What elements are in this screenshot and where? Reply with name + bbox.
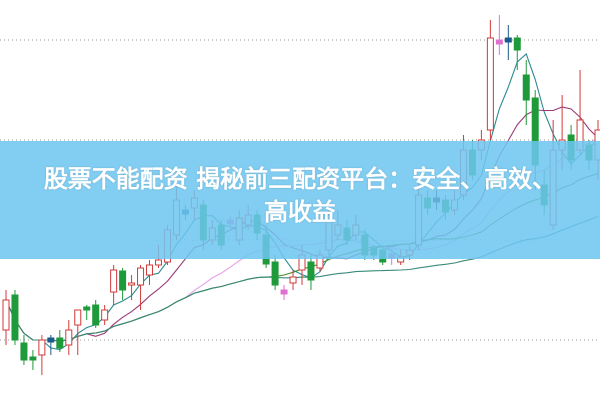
candle-up: [38, 339, 46, 356]
candle-down: [11, 294, 19, 341]
candle-down: [522, 74, 530, 101]
candle-up: [137, 267, 145, 286]
candle-down: [20, 342, 28, 361]
candle-down: [271, 261, 279, 286]
candle-down: [280, 289, 288, 295]
candle-down: [307, 261, 315, 281]
candle-up: [110, 269, 118, 293]
candle-up: [74, 309, 82, 326]
headline-line-2: 高收益: [264, 198, 336, 226]
candle-down: [504, 37, 512, 43]
candle-up: [154, 259, 162, 266]
candle-down: [47, 337, 55, 343]
candle-down: [513, 37, 521, 51]
candle-down: [119, 270, 127, 291]
candle-up: [65, 329, 73, 346]
candle-down: [83, 306, 91, 311]
candle-down: [56, 337, 64, 349]
headline-banner: [0, 141, 600, 259]
candle-up: [128, 282, 136, 286]
candle-up: [2, 299, 10, 331]
candle-up: [146, 264, 154, 276]
candle-up: [486, 37, 494, 131]
candle-down: [495, 39, 503, 45]
headline-title: 股票不能配资 揭秘前三配资平台：安全、高效、 高收益: [0, 163, 600, 229]
candle-up: [101, 309, 109, 321]
candle-down: [29, 356, 37, 361]
candle-up: [289, 276, 297, 284]
headline-line-1: 股票不能配资 揭秘前三配资平台：安全、高效、: [43, 165, 557, 193]
candle-down: [92, 304, 100, 326]
